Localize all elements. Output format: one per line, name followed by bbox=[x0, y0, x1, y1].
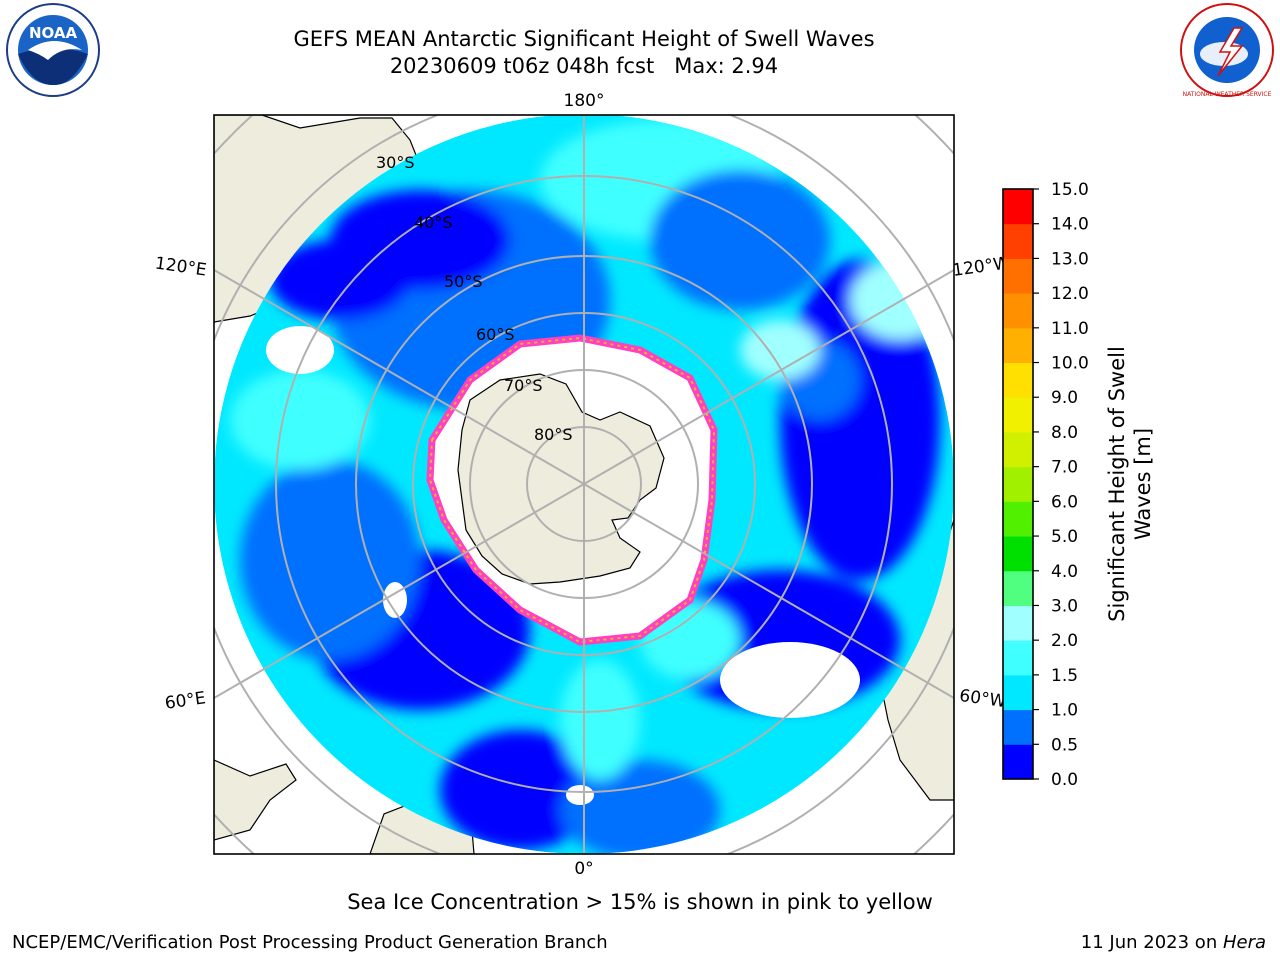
colorbar-segment bbox=[1003, 709, 1033, 745]
footer-date: 11 Jun 2023 on Hera bbox=[1081, 932, 1266, 953]
colorbar-frame bbox=[1002, 188, 1034, 780]
lon-label-60w: 60°W bbox=[958, 686, 1007, 712]
colorbar-tick-label: 7.0 bbox=[1051, 458, 1078, 478]
colorbar-tick-label: 11.0 bbox=[1051, 319, 1089, 339]
colorbar-tick-label: 13.0 bbox=[1051, 249, 1089, 269]
colorbar-segment bbox=[1003, 189, 1033, 225]
colorbar-segment bbox=[1003, 431, 1033, 468]
footer-machine: Hera bbox=[1222, 932, 1266, 953]
nws-logo: NATIONAL WEATHER SERVICE bbox=[1180, 3, 1274, 98]
colorbar-segment bbox=[1003, 570, 1033, 606]
colorbar-segment bbox=[1003, 223, 1033, 259]
colorbar-tick-label: 15.0 bbox=[1051, 180, 1089, 200]
colorbar-tick-label: 12.0 bbox=[1051, 284, 1089, 304]
lat-label: 80°S bbox=[534, 425, 573, 444]
colorbar-tick-label: 0.5 bbox=[1051, 735, 1078, 755]
sea-ice-caption: Sea Ice Concentration > 15% is shown in … bbox=[347, 890, 933, 914]
colorbar-segment bbox=[1003, 362, 1033, 398]
noaa-logo-text: NOAA bbox=[29, 24, 78, 42]
colorbar-label-line-2: Waves [m] bbox=[1131, 428, 1155, 540]
lon-label-60e: 60°E bbox=[164, 688, 207, 713]
nws-logo-text: NATIONAL WEATHER SERVICE bbox=[1183, 91, 1272, 98]
colorbar-segment bbox=[1003, 258, 1033, 294]
lon-label-0: 0° bbox=[574, 859, 593, 879]
title-line-1: GEFS MEAN Antarctic Significant Height o… bbox=[293, 27, 875, 51]
footer-date-text: 11 Jun 2023 on bbox=[1080, 932, 1223, 953]
footer-branch: NCEP/EMC/Verification Post Processing Pr… bbox=[12, 932, 608, 953]
colorbar-tick-label: 1.5 bbox=[1051, 666, 1078, 686]
colorbar-segment bbox=[1003, 397, 1033, 433]
colorbar-segment bbox=[1003, 327, 1033, 364]
noaa-logo: NOAA bbox=[6, 3, 100, 97]
colorbar-tick-label: 10.0 bbox=[1051, 354, 1089, 374]
lat-label: 60°S bbox=[476, 325, 515, 344]
graticule bbox=[214, 115, 954, 854]
lon-label-120e: 120°E bbox=[154, 254, 208, 281]
colorbar-segment bbox=[1003, 744, 1033, 780]
colorbar-segment bbox=[1003, 293, 1033, 329]
colorbar-tick-label: 1.0 bbox=[1051, 701, 1078, 721]
colorbar-tick-label: 5.0 bbox=[1051, 527, 1078, 547]
lat-label: 70°S bbox=[504, 376, 543, 395]
colorbar-segment bbox=[1003, 674, 1033, 711]
title-line-2: 20230609 t06z 048h fcst Max: 2.94 bbox=[389, 54, 779, 78]
lat-label: 50°S bbox=[444, 272, 483, 291]
wave-height-field bbox=[214, 115, 954, 854]
colorbar-tick-label: 14.0 bbox=[1051, 215, 1089, 235]
colorbar-tick-label: 0.0 bbox=[1051, 770, 1078, 790]
colorbar-segment bbox=[1003, 605, 1033, 641]
colorbar-tick-label: 8.0 bbox=[1051, 423, 1078, 443]
lat-label: 40°S bbox=[414, 213, 453, 232]
colorbar: 0.0 0.5 1.0 1.5 2.0 3.0 4.0 5.0 6.0 7.0 8.0 9.0 10.0… bbox=[1002, 180, 1089, 790]
colorbar-tick-label: 6.0 bbox=[1051, 492, 1078, 512]
lat-label: 30°S bbox=[376, 153, 415, 172]
colorbar-segment bbox=[1003, 536, 1033, 572]
lon-label-180: 180° bbox=[564, 91, 605, 111]
colorbar-tick-label: 9.0 bbox=[1051, 388, 1078, 408]
colorbar-segment bbox=[1003, 466, 1033, 502]
map-frame bbox=[213, 114, 955, 855]
colorbar-segment bbox=[1003, 640, 1033, 676]
colorbar-tick-label: 2.0 bbox=[1051, 631, 1078, 651]
colorbar-tick-label: 4.0 bbox=[1051, 562, 1078, 582]
colorbar-label-line-1: Significant Height of Swell bbox=[1105, 346, 1129, 622]
colorbar-segment bbox=[1003, 501, 1033, 537]
chart-title: GEFS MEAN Antarctic Significant Height o… bbox=[184, 26, 984, 80]
colorbar-tick-label: 3.0 bbox=[1051, 596, 1078, 616]
latitude-labels: 30°S 40°S 50°S 60°S 70°S 80°S bbox=[376, 153, 573, 444]
